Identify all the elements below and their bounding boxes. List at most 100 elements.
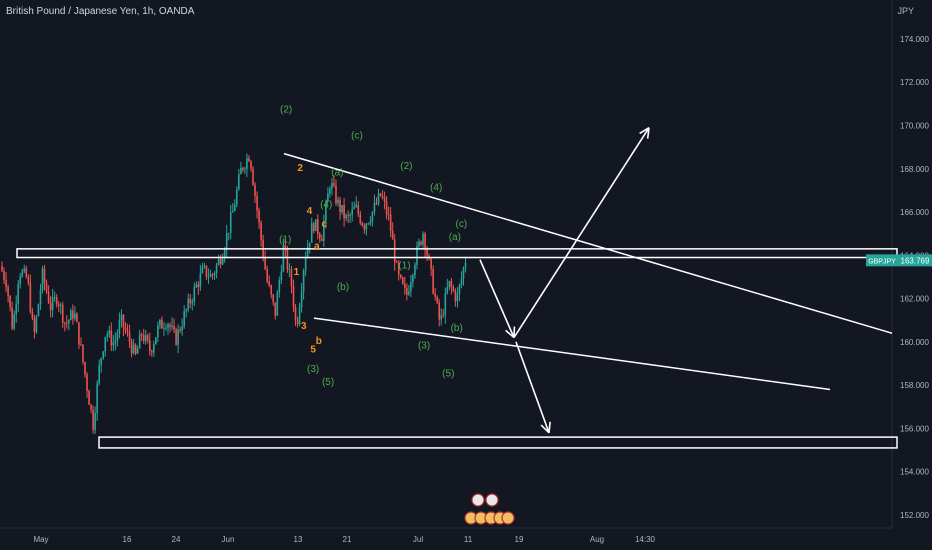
candle-body [454,290,457,302]
wave-label: (b) [337,282,349,293]
candle-body [288,269,291,270]
x-tick-label: Jun [222,535,235,544]
candle-body [49,302,52,311]
candle-body [432,268,434,294]
candle-body [345,215,347,219]
candle-body [351,209,353,215]
candle-body [47,291,50,303]
symbol-tag [866,254,898,267]
candle-body [100,358,103,365]
candle-body [98,364,100,384]
wave-label: 4 [307,206,313,217]
projection-arrow-drop[interactable] [515,341,550,434]
wave-label: (a) [449,232,461,243]
candle-body [153,344,155,353]
candle-body [193,287,196,302]
wave-label: (5) [322,377,334,388]
projection-arrow-up[interactable] [513,127,650,339]
candle-body [434,293,436,297]
candle-body [341,205,343,213]
candle-body [395,262,398,264]
candle-body [185,309,188,312]
candle-body [157,325,159,338]
candle-body [296,320,299,325]
candle-body [430,258,432,269]
candle-body [5,279,7,288]
candle-body [355,204,358,207]
candle-body [169,324,171,327]
candle-body [124,327,127,331]
projection-arrow-down-head [505,329,515,339]
chart-title: British Pound / Japanese Yen, 1h, OANDA [6,6,195,17]
projection-arrow-down[interactable] [479,259,515,338]
candle-body [227,232,230,234]
candle-body [195,284,198,288]
candle-body [246,158,248,169]
candle-body [258,210,260,223]
candle-body [286,248,289,270]
candle-body [238,174,240,190]
projection-arrow-drop-head [540,424,550,434]
candle-body [159,319,161,326]
wave-label: 3 [301,321,307,332]
candle-body [444,293,447,316]
candle-body [375,202,378,204]
y-tick-label: 158.000 [900,381,929,390]
candle-body [35,316,38,332]
candle-body [130,341,133,354]
candle-body [191,301,194,304]
candle-body [260,222,262,241]
candle-body [61,304,64,323]
candle-body [23,268,26,272]
projection-arrow-up-head [646,127,650,139]
candle-body [215,264,218,274]
y-tick-label: 152.000 [900,511,929,520]
candle-body [397,262,400,275]
x-tick-label: 24 [172,535,181,544]
candle-body [339,199,341,213]
upper-trendline[interactable] [283,152,893,334]
wave-label: (2) [400,161,412,172]
economic-event-icon[interactable] [501,511,515,525]
candle-body [65,322,68,324]
candle-body [240,167,242,175]
candle-body [3,271,5,280]
candle-body [353,206,356,210]
candle-body [361,222,364,226]
candle-body [140,334,143,336]
candle-body [404,283,406,288]
wave-label: (4) [430,182,442,193]
wave-label: c [322,219,328,230]
candle-body [51,297,54,311]
candle-body [458,284,461,294]
economic-event-icon[interactable] [485,493,499,507]
candle-body [343,205,345,219]
candle-body [106,334,109,338]
candle-body [399,274,402,278]
resistance-zone-box[interactable] [16,248,898,259]
candle-body [197,284,200,287]
candle-body [310,223,313,243]
support-zone-box[interactable] [98,436,898,449]
candle-body [183,311,185,327]
candle-body [144,335,147,342]
wave-label: (b) [451,323,463,334]
candle-body [90,404,92,410]
candle-body [363,225,366,230]
candle-body [424,233,426,250]
candle-body [300,291,303,308]
candle-body [132,344,135,354]
candle-body [187,298,190,310]
wave-label: (4) [320,200,332,211]
candle-body [142,335,145,342]
lower-trendline[interactable] [313,317,831,391]
economic-event-icon[interactable] [471,493,485,507]
candle-body [389,214,392,231]
candle-body [231,211,234,213]
candle-body [412,275,414,283]
candle-body [408,291,410,295]
candle-body [276,292,279,316]
candle-body [302,270,305,292]
candle-body [7,287,9,296]
